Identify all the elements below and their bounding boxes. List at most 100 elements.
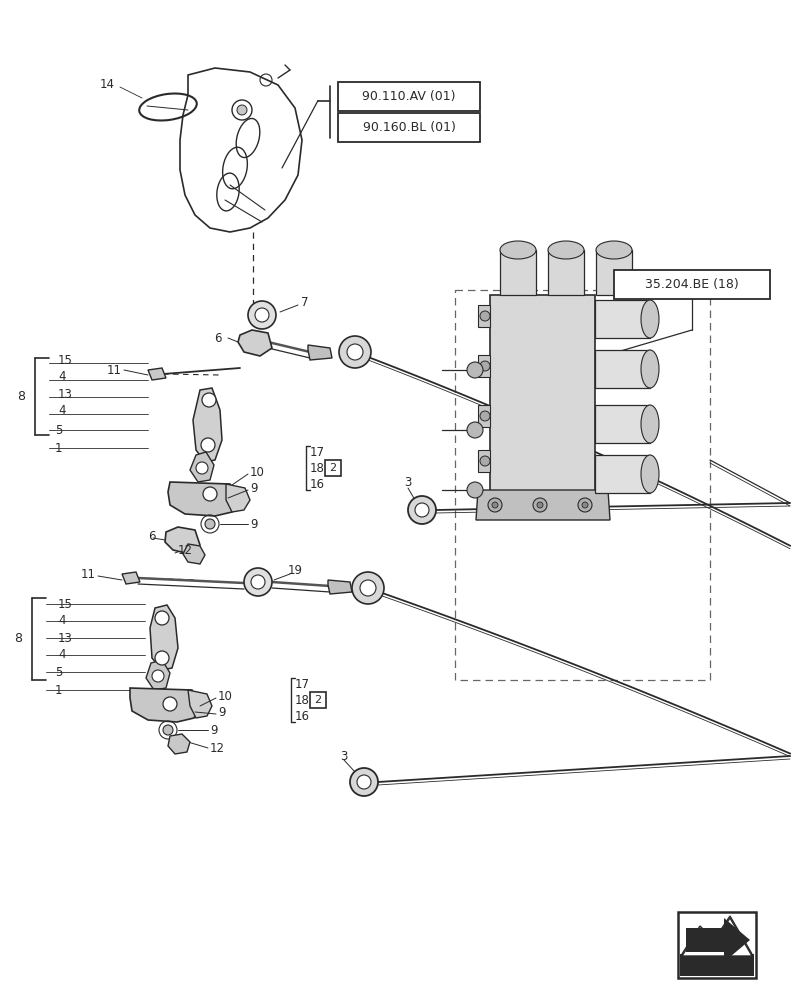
Text: 9: 9 xyxy=(217,706,225,718)
Polygon shape xyxy=(148,368,165,380)
Circle shape xyxy=(255,308,268,322)
Circle shape xyxy=(155,611,169,625)
Polygon shape xyxy=(681,918,751,956)
Circle shape xyxy=(201,438,215,452)
Polygon shape xyxy=(478,355,489,377)
Bar xyxy=(454,290,709,680)
Text: 13: 13 xyxy=(58,632,73,645)
Circle shape xyxy=(357,775,371,789)
Text: 9: 9 xyxy=(210,724,217,736)
Circle shape xyxy=(204,519,215,529)
Text: 6: 6 xyxy=(148,530,156,542)
Circle shape xyxy=(479,456,489,466)
Text: 3: 3 xyxy=(340,750,347,762)
Polygon shape xyxy=(150,605,178,670)
Ellipse shape xyxy=(640,455,659,493)
Text: 4: 4 xyxy=(58,404,66,418)
Bar xyxy=(337,113,479,142)
Text: 6: 6 xyxy=(214,332,221,344)
Polygon shape xyxy=(146,660,169,690)
Polygon shape xyxy=(478,405,489,427)
Circle shape xyxy=(577,498,591,512)
Text: 18: 18 xyxy=(310,462,324,475)
Circle shape xyxy=(155,651,169,665)
Text: 16: 16 xyxy=(294,710,310,722)
Circle shape xyxy=(466,482,483,498)
Polygon shape xyxy=(165,527,200,554)
Circle shape xyxy=(479,411,489,421)
Text: 11: 11 xyxy=(107,363,122,376)
Circle shape xyxy=(202,393,216,407)
Polygon shape xyxy=(168,482,238,516)
Text: 19: 19 xyxy=(287,564,303,576)
Text: 5: 5 xyxy=(55,666,62,678)
Circle shape xyxy=(251,575,264,589)
Text: 2: 2 xyxy=(329,463,336,473)
Circle shape xyxy=(491,502,497,508)
Circle shape xyxy=(203,487,217,501)
Ellipse shape xyxy=(595,241,631,259)
Text: 1: 1 xyxy=(55,442,62,454)
Text: 13: 13 xyxy=(58,387,73,400)
Circle shape xyxy=(237,105,247,115)
Text: 11: 11 xyxy=(81,568,96,582)
Circle shape xyxy=(466,422,483,438)
Text: 10: 10 xyxy=(217,690,233,702)
Circle shape xyxy=(536,502,543,508)
Circle shape xyxy=(163,697,177,711)
Circle shape xyxy=(466,362,483,378)
Text: 4: 4 xyxy=(58,614,66,628)
Circle shape xyxy=(414,503,428,517)
Polygon shape xyxy=(595,250,631,295)
Polygon shape xyxy=(685,918,749,962)
Circle shape xyxy=(479,311,489,321)
Polygon shape xyxy=(168,734,190,754)
Polygon shape xyxy=(238,330,272,356)
Circle shape xyxy=(247,301,276,329)
Text: 8: 8 xyxy=(17,390,25,403)
Circle shape xyxy=(359,580,375,596)
Text: 16: 16 xyxy=(310,478,324,490)
Polygon shape xyxy=(547,250,583,295)
Text: 90.160.BL (01): 90.160.BL (01) xyxy=(363,121,455,134)
Polygon shape xyxy=(122,572,139,584)
Text: 18: 18 xyxy=(294,694,310,706)
Polygon shape xyxy=(225,484,250,512)
Ellipse shape xyxy=(640,405,659,443)
Polygon shape xyxy=(182,544,204,564)
Text: 4: 4 xyxy=(58,648,66,662)
Polygon shape xyxy=(307,345,332,360)
Text: 7: 7 xyxy=(301,296,308,308)
Text: 90.110.AV (01): 90.110.AV (01) xyxy=(362,90,455,103)
Polygon shape xyxy=(193,388,221,462)
Polygon shape xyxy=(679,954,753,976)
Text: 1: 1 xyxy=(55,684,62,696)
Text: 10: 10 xyxy=(250,466,264,479)
Bar xyxy=(337,82,479,111)
Circle shape xyxy=(532,498,547,512)
Bar xyxy=(310,692,325,708)
Polygon shape xyxy=(594,455,649,493)
Circle shape xyxy=(581,502,587,508)
Polygon shape xyxy=(681,916,751,954)
Polygon shape xyxy=(489,295,594,515)
Text: 17: 17 xyxy=(310,446,324,458)
Text: 9: 9 xyxy=(250,482,257,494)
Text: 35.204.BE (18): 35.204.BE (18) xyxy=(644,278,738,291)
Polygon shape xyxy=(594,405,649,443)
Text: 8: 8 xyxy=(14,633,22,646)
Bar xyxy=(613,270,769,299)
Circle shape xyxy=(487,498,501,512)
Circle shape xyxy=(152,670,164,682)
Circle shape xyxy=(351,572,384,604)
Ellipse shape xyxy=(500,241,535,259)
Text: 3: 3 xyxy=(404,476,411,488)
Circle shape xyxy=(350,768,378,796)
Circle shape xyxy=(346,344,363,360)
Circle shape xyxy=(338,336,371,368)
Circle shape xyxy=(407,496,436,524)
Text: 15: 15 xyxy=(58,597,73,610)
Text: 12: 12 xyxy=(178,544,193,556)
Text: 2: 2 xyxy=(314,695,321,705)
Text: 17: 17 xyxy=(294,678,310,690)
